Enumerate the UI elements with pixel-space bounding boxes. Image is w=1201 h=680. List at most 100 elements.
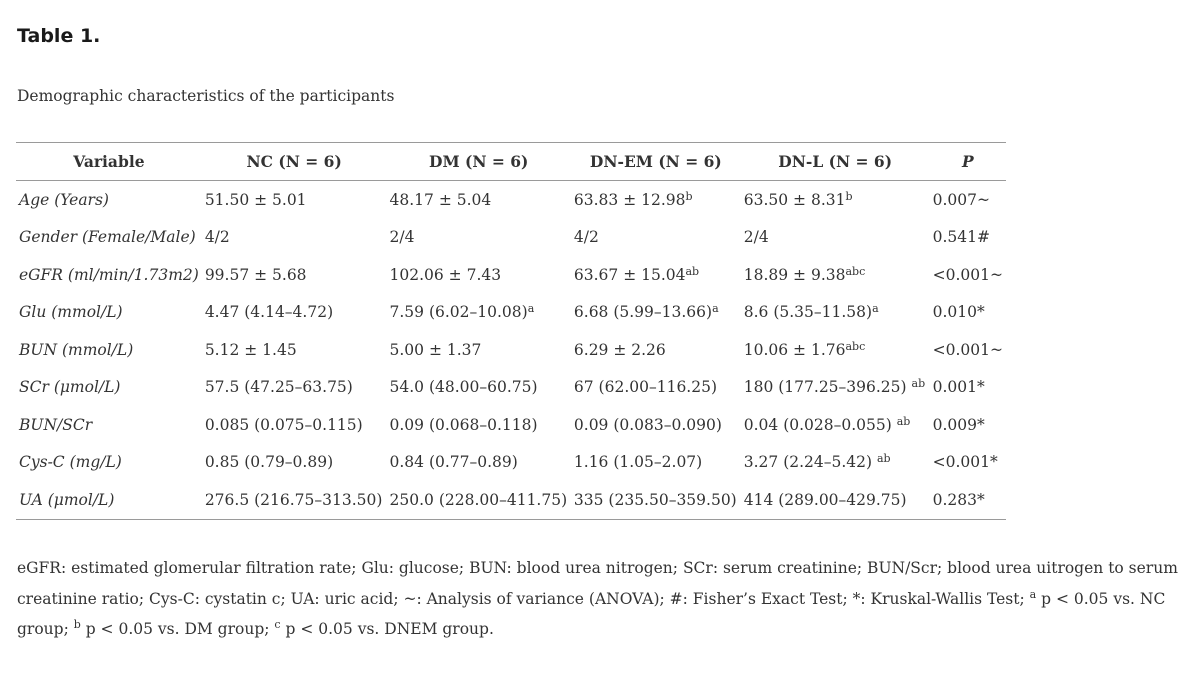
cell-value: 5.12 ± 1.45 (204, 340, 297, 359)
table-body: Age (Years) 51.50 ± 5.01 48.17 ± 5.04 63.83… (16, 181, 1006, 520)
cell-dn-em: 6.68 (5.99–13.66)a (571, 294, 741, 332)
significance-superscript: a (712, 302, 719, 316)
cell-dm: 0.09 (0.068–0.118) (387, 406, 571, 444)
cell-dm: 7.59 (6.02–10.08)a (387, 294, 571, 332)
cell-dm: 5.00 ± 1.37 (387, 331, 571, 369)
cell-value: 0.85 (0.79–0.89) (204, 453, 334, 472)
cell-value: 4/2 (204, 228, 230, 247)
table-caption: Demographic characteristics of the parti… (17, 87, 395, 105)
cell-value: 10.06 ± 1.76 (743, 340, 846, 359)
cell-value: 67 (62.00–116.25) (573, 378, 718, 397)
cell-value: 99.57 ± 5.68 (204, 265, 307, 284)
cell-p-value: 0.009* (932, 415, 985, 434)
table-header-row: Variable NC (N = 6) DM (N = 6) DN-EM (N … (16, 142, 1006, 181)
cell-value: 63.83 ± 12.98 (573, 190, 686, 209)
cell-dn-l: 3.27 (2.24–5.42) ab (741, 444, 930, 482)
cell-dm: 54.0 (48.00–60.75) (387, 369, 571, 407)
footnote-abbreviations: eGFR: estimated glomerular filtration ra… (17, 559, 1178, 608)
cell-value: 335 (235.50–359.50) (573, 490, 737, 509)
cell-value: 2/4 (389, 228, 415, 247)
cell-value: 48.17 ± 5.04 (389, 190, 492, 209)
footnote-sup-a: a (1029, 587, 1037, 601)
cell-p-value: 0.001* (932, 378, 985, 397)
cell-dn-em: 63.83 ± 12.98b (571, 181, 741, 219)
cell-p-value: <0.001* (932, 453, 998, 472)
significance-superscript: abc (845, 264, 866, 278)
cell-value: 180 (177.25–396.25) (743, 378, 912, 397)
cell-p-value: 0.541# (932, 228, 990, 247)
cell-value: 0.09 (0.068–0.118) (389, 415, 538, 434)
cell-value: 0.09 (0.083–0.090) (573, 415, 722, 434)
cell-variable: SCr (μmol/L) (19, 378, 121, 397)
significance-superscript: b (685, 189, 693, 203)
cell-nc: 0.85 (0.79–0.89) (202, 444, 387, 482)
header-dm: DM (N = 6) (386, 142, 571, 181)
significance-superscript: ab (896, 414, 911, 428)
cell-nc: 99.57 ± 5.68 (202, 256, 387, 294)
header-p-value: P (929, 142, 1006, 181)
footnote-nc-note: p < 0.05 vs. NC group; (17, 589, 1166, 639)
cell-variable: BUN/SCr (19, 415, 93, 434)
cell-value: 4/2 (573, 228, 599, 247)
significance-superscript: ab (685, 264, 700, 278)
cell-dn-l: 0.04 (0.028–0.055) ab (741, 406, 930, 444)
cell-p-value: 0.010* (932, 303, 985, 322)
cell-nc: 4/2 (202, 219, 387, 257)
cell-value: 63.67 ± 15.04 (573, 265, 686, 284)
cell-variable: Glu (mmol/L) (19, 303, 123, 322)
significance-superscript: abc (845, 339, 866, 353)
footnote-sup-c: c (274, 618, 281, 631)
table-row: Gender (Female/Male) 4/2 2/4 4/2 2/4 0.541# (16, 219, 1006, 257)
cell-dn-em: 1.16 (1.05–2.07) (571, 444, 741, 482)
cell-nc: 4.47 (4.14–4.72) (202, 294, 387, 332)
cell-value: 0.04 (0.028–0.055) (743, 415, 897, 434)
cell-value: 5.00 ± 1.37 (389, 340, 482, 359)
cell-value: 102.06 ± 7.43 (389, 265, 502, 284)
header-dn-l: DN-L (N = 6) (740, 142, 930, 181)
cell-value: 63.50 ± 8.31 (743, 190, 846, 209)
cell-dm: 250.0 (228.00–411.75) (386, 481, 571, 520)
cell-value: 8.6 (5.35–11.58) (743, 303, 873, 322)
cell-dn-em: 6.29 ± 2.26 (571, 331, 741, 369)
cell-dm: 102.06 ± 7.43 (387, 256, 571, 294)
cell-variable: Gender (Female/Male) (19, 228, 196, 247)
cell-dn-em: 63.67 ± 15.04ab (571, 256, 741, 294)
cell-dn-em: 335 (235.50–359.50) (570, 481, 741, 520)
cell-value: 3.27 (2.24–5.42) (743, 453, 877, 472)
header-dn-em: DN-EM (N = 6) (570, 142, 741, 181)
cell-dn-l: 8.6 (5.35–11.58)a (741, 294, 930, 332)
table-title: Table 1. (17, 25, 101, 47)
cell-value: 414 (289.00–429.75) (743, 490, 907, 509)
significance-superscript: a (527, 302, 535, 316)
cell-dm: 2/4 (387, 219, 571, 257)
cell-p-value: 0.007~ (932, 190, 990, 209)
cell-variable: UA (μmol/L) (16, 481, 202, 520)
table-row: UA (μmol/L) 276.5 (216.75–313.50) 250.0 (2… (16, 481, 1006, 520)
significance-superscript: ab (876, 452, 891, 466)
cell-nc: 5.12 ± 1.45 (202, 331, 387, 369)
cell-dn-l: 10.06 ± 1.76abc (741, 331, 930, 369)
cell-dm: 0.84 (0.77–0.89) (387, 444, 571, 482)
cell-value: 1.16 (1.05–2.07) (573, 453, 703, 472)
cell-value: 57.5 (47.25–63.75) (204, 378, 353, 397)
cell-p-value: 0.283* (929, 481, 1006, 520)
significance-superscript: b (845, 189, 853, 203)
cell-nc: 0.085 (0.075–0.115) (202, 406, 387, 444)
table-row: BUN/SCr 0.085 (0.075–0.115) 0.09 (0.068–0.… (16, 406, 1006, 444)
cell-value: 7.59 (6.02–10.08) (389, 303, 528, 322)
cell-dn-l: 2/4 (741, 219, 930, 257)
significance-superscript: ab (911, 377, 926, 391)
cell-dn-l: 63.50 ± 8.31b (741, 181, 930, 219)
demographics-table: Variable NC (N = 6) DM (N = 6) DN-EM (N … (16, 142, 1006, 520)
table-row: Glu (mmol/L) 4.47 (4.14–4.72) 7.59 (6.02–1… (16, 294, 1006, 332)
cell-nc: 276.5 (216.75–313.50) (201, 481, 387, 520)
significance-superscript: a (872, 302, 879, 316)
footnote-dnem-note: p < 0.05 vs. DNEM group. (280, 620, 494, 638)
cell-variable: BUN (mmol/L) (19, 340, 134, 359)
cell-value: 0.84 (0.77–0.89) (389, 453, 518, 472)
cell-value: 276.5 (216.75–313.50) (204, 490, 383, 509)
cell-value: 51.50 ± 5.01 (204, 190, 307, 209)
cell-dn-l: 18.89 ± 9.38abc (741, 256, 930, 294)
cell-dn-em: 67 (62.00–116.25) (571, 369, 741, 407)
cell-value: 2/4 (743, 228, 769, 247)
